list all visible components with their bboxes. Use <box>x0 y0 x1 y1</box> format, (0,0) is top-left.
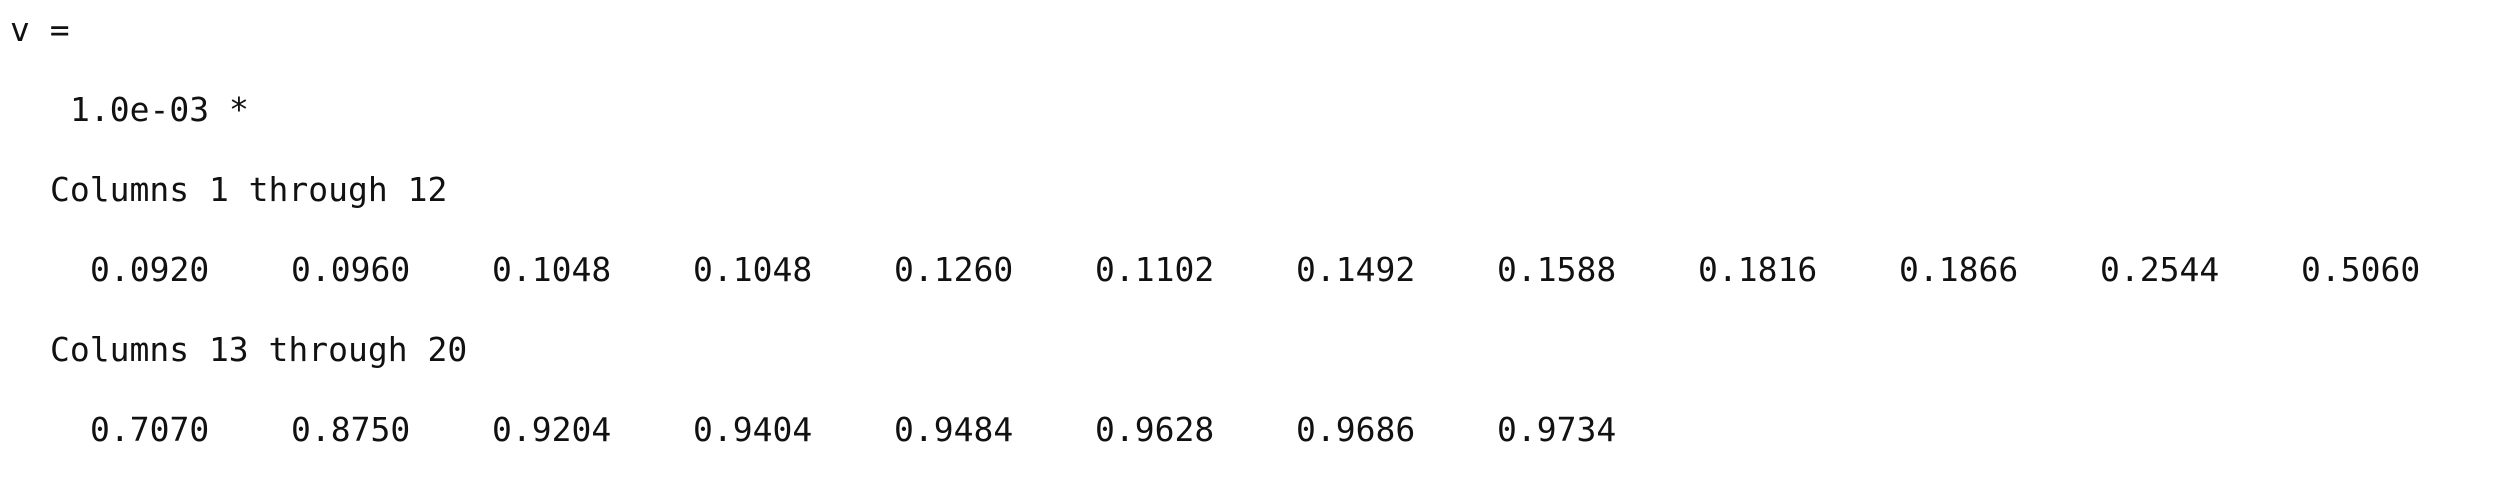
value-cell: 0.7070 <box>90 410 210 449</box>
value-cell: 0.8750 <box>291 410 411 449</box>
scale-factor-line: 1.0e-03 * <box>70 90 249 129</box>
value-cell: 0.1866 <box>1899 250 2019 289</box>
value-cell: 0.1816 <box>1698 250 1818 289</box>
value-cell: 0.9484 <box>894 410 1014 449</box>
value-cell: 0.9628 <box>1095 410 1215 449</box>
value-cell: 0.9204 <box>492 410 612 449</box>
columns-header-1: Columns 1 through 12 <box>50 170 448 209</box>
value-cell: 0.1048 <box>693 250 813 289</box>
value-cell: 0.9734 <box>1497 410 1617 449</box>
value-cell: 0.1048 <box>492 250 612 289</box>
value-cell: 0.5060 <box>2301 250 2421 289</box>
value-cell: 0.0920 <box>90 250 210 289</box>
variable-assignment-line: v = <box>10 10 70 49</box>
value-cell: 0.1492 <box>1296 250 1416 289</box>
value-cell: 0.1102 <box>1095 250 1215 289</box>
columns-header-2: Columns 13 through 20 <box>50 330 468 369</box>
value-cell: 0.9404 <box>693 410 813 449</box>
value-cell: 0.1260 <box>894 250 1014 289</box>
value-cell: 0.1588 <box>1497 250 1617 289</box>
value-cell: 0.9686 <box>1296 410 1416 449</box>
value-cell: 0.0960 <box>291 250 411 289</box>
value-cell: 0.2544 <box>2100 250 2220 289</box>
